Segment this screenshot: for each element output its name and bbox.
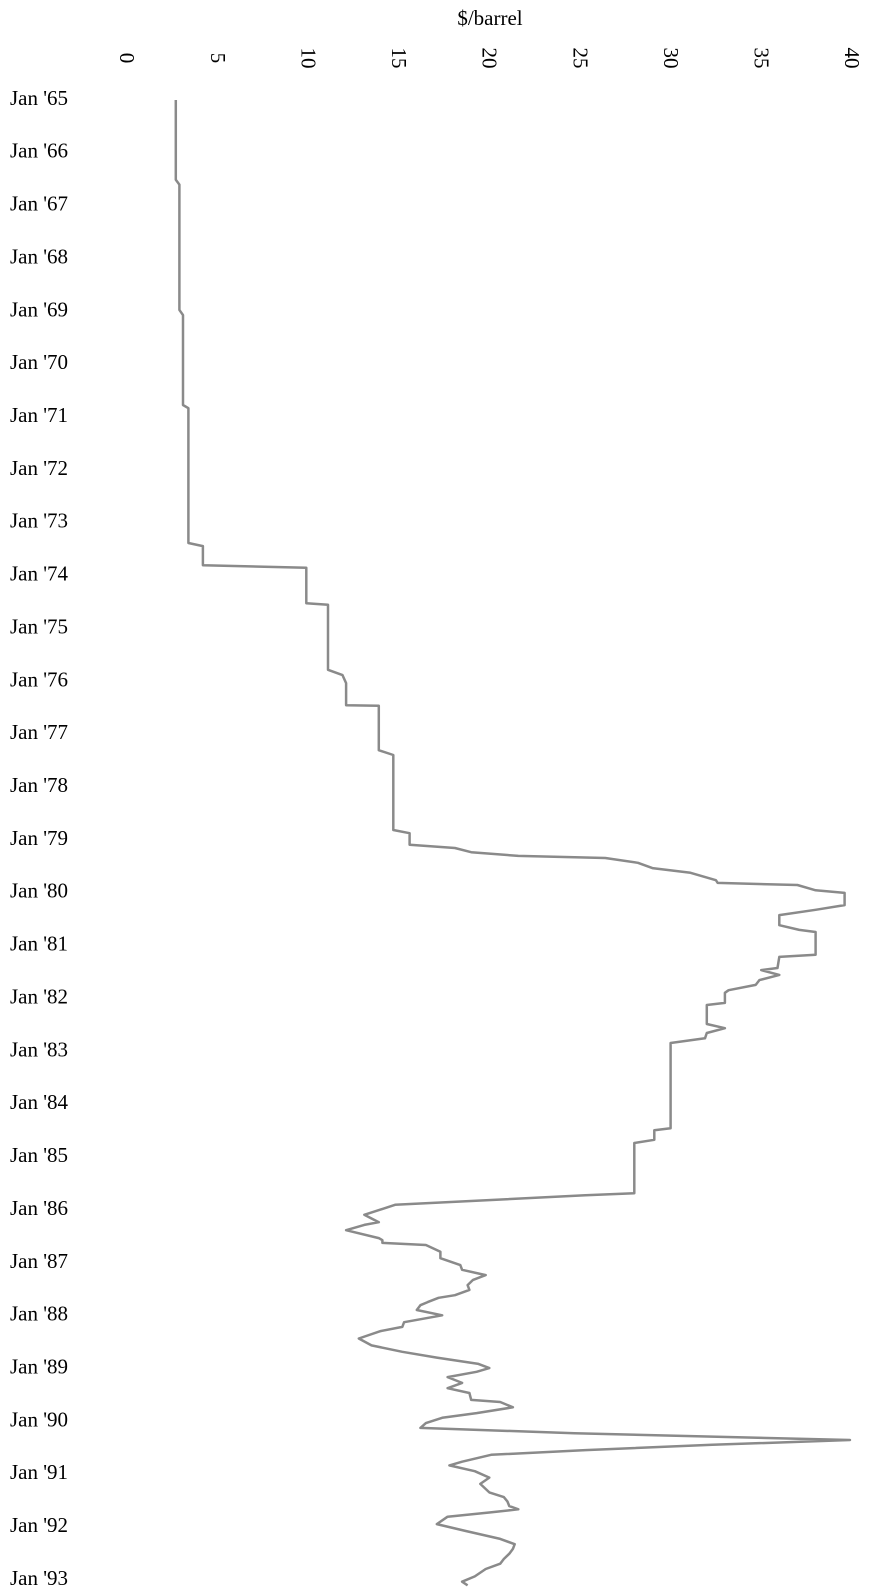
date-tick-label: Jan '69 <box>10 297 68 321</box>
value-tick-label: 35 <box>750 48 774 69</box>
value-tick-label: 30 <box>659 48 683 69</box>
date-tick-label: Jan '87 <box>10 1249 68 1273</box>
date-tick-label: Jan '73 <box>10 509 68 533</box>
date-tick-label: Jan '77 <box>10 720 68 744</box>
date-tick-label: Jan '86 <box>10 1196 68 1220</box>
value-tick-label: 10 <box>296 48 320 69</box>
date-tick-label: Jan '75 <box>10 614 68 638</box>
date-tick-label: Jan '82 <box>10 984 68 1008</box>
date-tick-label: Jan '70 <box>10 350 68 374</box>
value-axis-label: $/barrel <box>457 6 522 30</box>
date-tick-label: Jan '85 <box>10 1143 68 1167</box>
value-tick-label: 25 <box>568 48 592 69</box>
date-tick-label: Jan '79 <box>10 826 68 850</box>
date-tick-label: Jan '67 <box>10 192 68 216</box>
value-tick-label: 20 <box>478 48 502 69</box>
date-tick-label: Jan '80 <box>10 879 68 903</box>
date-tick-label: Jan '74 <box>10 562 69 586</box>
value-tick-label: 0 <box>115 53 139 64</box>
date-tick-label: Jan '68 <box>10 244 68 268</box>
date-tick-label: Jan '93 <box>10 1566 68 1590</box>
value-tick-label: 15 <box>387 48 411 69</box>
date-tick-label: Jan '72 <box>10 456 68 480</box>
date-tick-label: Jan '84 <box>10 1090 69 1114</box>
date-tick-label: Jan '65 <box>10 86 68 110</box>
date-tick-label: Jan '91 <box>10 1460 68 1484</box>
date-tick-label: Jan '83 <box>10 1037 68 1061</box>
date-tick-label: Jan '76 <box>10 667 68 691</box>
date-tick-label: Jan '66 <box>10 139 68 163</box>
date-tick-label: Jan '92 <box>10 1513 68 1537</box>
date-tick-label: Jan '88 <box>10 1302 68 1326</box>
price-line <box>174 100 852 1587</box>
date-tick-label: Jan '78 <box>10 773 68 797</box>
value-tick-label: 5 <box>206 53 230 64</box>
date-tick-label: Jan '90 <box>10 1407 68 1431</box>
date-tick-label: Jan '81 <box>10 932 68 956</box>
date-tick-label: Jan '71 <box>10 403 68 427</box>
date-tick-label: Jan '89 <box>10 1354 68 1378</box>
value-tick-label: 40 <box>840 48 864 69</box>
